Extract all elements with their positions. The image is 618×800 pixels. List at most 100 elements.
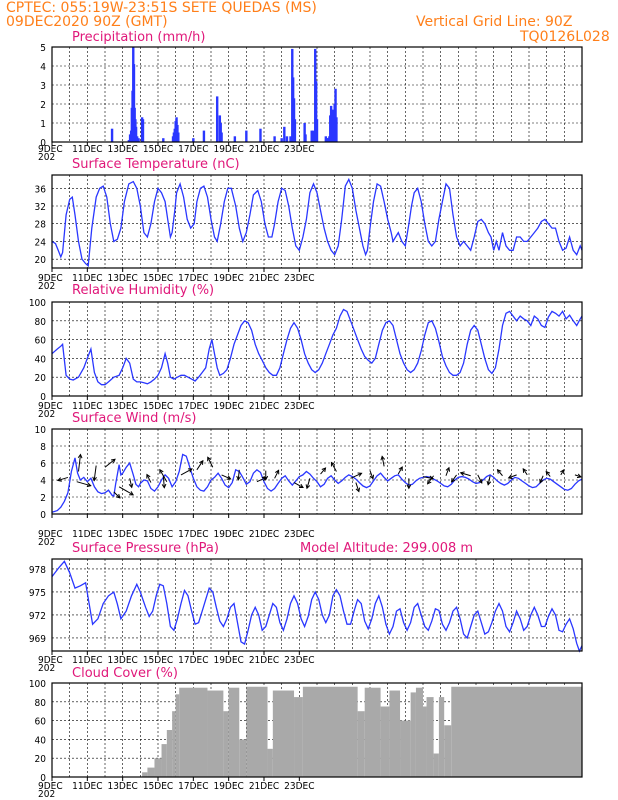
- panel-title: Cloud Cover (%): [72, 666, 178, 681]
- cloud-bar: [228, 687, 240, 777]
- y-tick-label: 0: [40, 392, 46, 403]
- wind-vector: [330, 462, 337, 472]
- x-tick-label: 19DEC: [213, 655, 243, 666]
- wind-arrowhead: [539, 478, 544, 484]
- cloud-bar: [410, 692, 416, 777]
- panel-title: Surface Temperature (nC): [72, 157, 240, 172]
- precip-bar: [134, 126, 138, 142]
- wind-vector: [487, 475, 491, 485]
- x-tick-label: 11DEC: [72, 655, 102, 666]
- wind-vector: [118, 486, 134, 496]
- model-id-header: TQ0126L028: [519, 29, 610, 45]
- y-tick-label: 80: [35, 698, 47, 709]
- wind-arrowhead: [56, 477, 62, 482]
- precip-bar: [202, 130, 206, 142]
- panel-6: Cloud Cover (%): [51, 666, 583, 781]
- x-tick-label: 23DEC: [284, 273, 314, 284]
- precip-bar: [314, 81, 318, 142]
- cloud-bar: [147, 767, 155, 777]
- y-tick-label: 24: [35, 237, 47, 248]
- x-tick-label: 9DEC: [38, 273, 63, 284]
- x-tick-label: 19DEC: [213, 401, 243, 412]
- wind-vector: [574, 474, 582, 478]
- wind-vector: [93, 465, 97, 481]
- wind-vector: [445, 467, 450, 476]
- wind-arrowhead: [275, 469, 280, 475]
- wind-arrowhead: [486, 480, 492, 486]
- series-line: [51, 177, 583, 268]
- x-tick-label: 19DEC: [213, 781, 243, 792]
- y-tick-label: 8: [40, 442, 46, 453]
- cloud-bar: [451, 686, 582, 777]
- station-header: CPTEC: 055:19W-23:51S SETE QUEDAS (MS): [6, 0, 317, 16]
- wind-arrowhead: [187, 468, 193, 473]
- y-tick-label: 100: [29, 298, 46, 309]
- wind-arrowhead: [522, 468, 528, 473]
- panel-frame: [51, 301, 583, 397]
- x-tick-label: 17DEC: [178, 655, 208, 666]
- wind-vector: [274, 470, 280, 479]
- wind-arrowhead: [478, 478, 483, 484]
- precip-bar: [303, 123, 306, 142]
- y-tick-label: 975: [29, 588, 46, 599]
- wind-vector: [539, 475, 544, 483]
- wind-arrowhead: [507, 474, 513, 479]
- wind-arrowhead: [357, 472, 363, 477]
- wind-arrowhead: [92, 476, 97, 482]
- cloud-bar: [357, 711, 365, 777]
- wind-arrowhead: [305, 484, 311, 490]
- wind-vector: [221, 474, 231, 480]
- cloud-bar: [426, 697, 434, 777]
- y-tick-label: 80: [35, 317, 47, 328]
- panel-frame: [51, 174, 583, 269]
- precip-bar: [289, 136, 292, 142]
- y-tick-label: 0: [40, 773, 46, 784]
- panel-title: Precipitation (mm/h): [72, 30, 205, 45]
- cloud-bar: [154, 758, 162, 777]
- precip-bar: [127, 140, 131, 142]
- wind-arrowhead: [128, 483, 134, 489]
- x-tick-label: 9DEC: [38, 781, 63, 792]
- wind-arrowhead: [161, 483, 167, 489]
- precip-bar: [259, 128, 262, 142]
- wind-arrowhead: [330, 461, 336, 467]
- year-fragment: 202: [38, 789, 55, 800]
- precip-bar: [135, 136, 139, 142]
- x-tick-label: 15DEC: [143, 144, 173, 155]
- precip-bar: [141, 119, 145, 142]
- y-tick-label: 36: [35, 184, 47, 195]
- x-tick-label: 23DEC: [284, 781, 314, 792]
- date-header: 09DEC2020 90Z (GMT): [6, 14, 168, 30]
- y-tick-label: 100: [29, 679, 46, 690]
- y-tick-label: 40: [35, 735, 47, 746]
- wind-vector: [369, 470, 374, 479]
- wind-vector: [180, 468, 193, 476]
- x-tick-label: 21DEC: [249, 529, 279, 540]
- x-tick-label: 9DEC: [38, 401, 63, 412]
- wind-arrowhead: [398, 466, 403, 472]
- precip-bar: [192, 138, 195, 142]
- cloud-bar: [423, 706, 427, 777]
- wind-arrowhead: [146, 473, 151, 479]
- wind-arrowhead: [406, 484, 412, 490]
- wind-vector: [207, 457, 214, 468]
- wind-arrowhead: [110, 458, 116, 464]
- precip-bar: [177, 132, 180, 142]
- y-tick-label: 0: [40, 138, 46, 149]
- wind-vector: [76, 481, 91, 487]
- x-tick-label: 17DEC: [178, 144, 208, 155]
- wind-vector: [320, 467, 326, 475]
- wind-arrowhead: [380, 455, 386, 461]
- precip-bar: [280, 138, 283, 142]
- cloud-bar: [161, 744, 167, 777]
- cloud-bar: [400, 720, 411, 777]
- y-tick-label: 972: [29, 611, 46, 622]
- wind-arrowhead: [129, 491, 135, 496]
- y-tick-label: 4: [40, 476, 46, 487]
- panel-frame: [51, 682, 583, 778]
- y-tick-label: 2: [40, 493, 46, 504]
- wind-arrowhead: [426, 479, 432, 485]
- wind-vector: [497, 469, 503, 477]
- y-tick-label: 20: [35, 373, 47, 384]
- wind-vector: [545, 471, 551, 477]
